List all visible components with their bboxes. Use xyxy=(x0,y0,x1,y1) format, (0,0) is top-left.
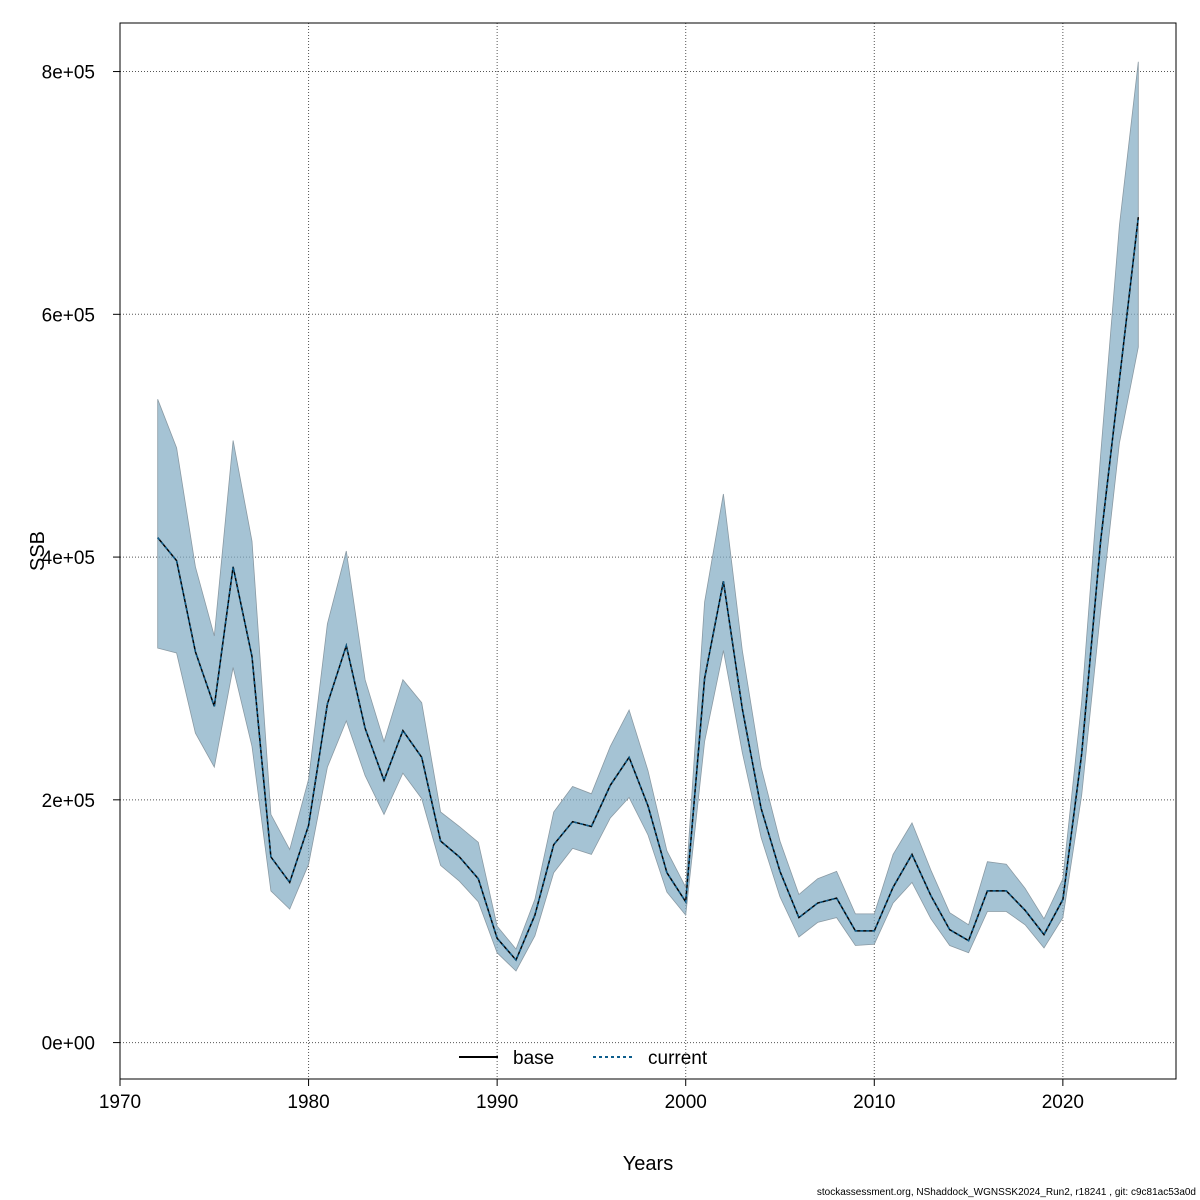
y-tick-label-600000: 6e+05 xyxy=(42,305,95,326)
y-axis: 0e+00 2e+05 4e+05 6e+05 8e+05 xyxy=(42,63,121,1055)
x-tick-label-2020: 2020 xyxy=(1042,1092,1084,1113)
x-tick-label-1990: 1990 xyxy=(476,1092,518,1113)
confidence-band xyxy=(157,61,1139,972)
x-axis-title: Years xyxy=(623,1153,673,1175)
x-tick-label-1980: 1980 xyxy=(287,1092,329,1113)
legend: base current xyxy=(459,1048,708,1069)
legend-label-base: base xyxy=(513,1048,554,1069)
x-tick-label-2000: 2000 xyxy=(665,1092,707,1113)
x-tick-label-2010: 2010 xyxy=(853,1092,895,1113)
x-axis: 1970 1980 1990 2000 2010 2020 xyxy=(99,1078,1084,1113)
y-tick-label-800000: 8e+05 xyxy=(42,63,95,84)
plot-border xyxy=(119,22,1177,1080)
footer-credit: stockassessment.org, NShaddock_WGNSSK202… xyxy=(816,1187,1196,1198)
x-tick-label-1970: 1970 xyxy=(99,1092,141,1113)
y-tick-label-400000: 4e+05 xyxy=(42,548,95,569)
grid-lines xyxy=(120,23,1176,1079)
y-tick-label-0: 0e+00 xyxy=(42,1034,95,1055)
y-axis-title: SSB xyxy=(27,531,49,571)
y-tick-label-200000: 2e+05 xyxy=(42,791,95,812)
legend-label-current: current xyxy=(648,1048,708,1069)
series-line-current xyxy=(157,217,1140,962)
